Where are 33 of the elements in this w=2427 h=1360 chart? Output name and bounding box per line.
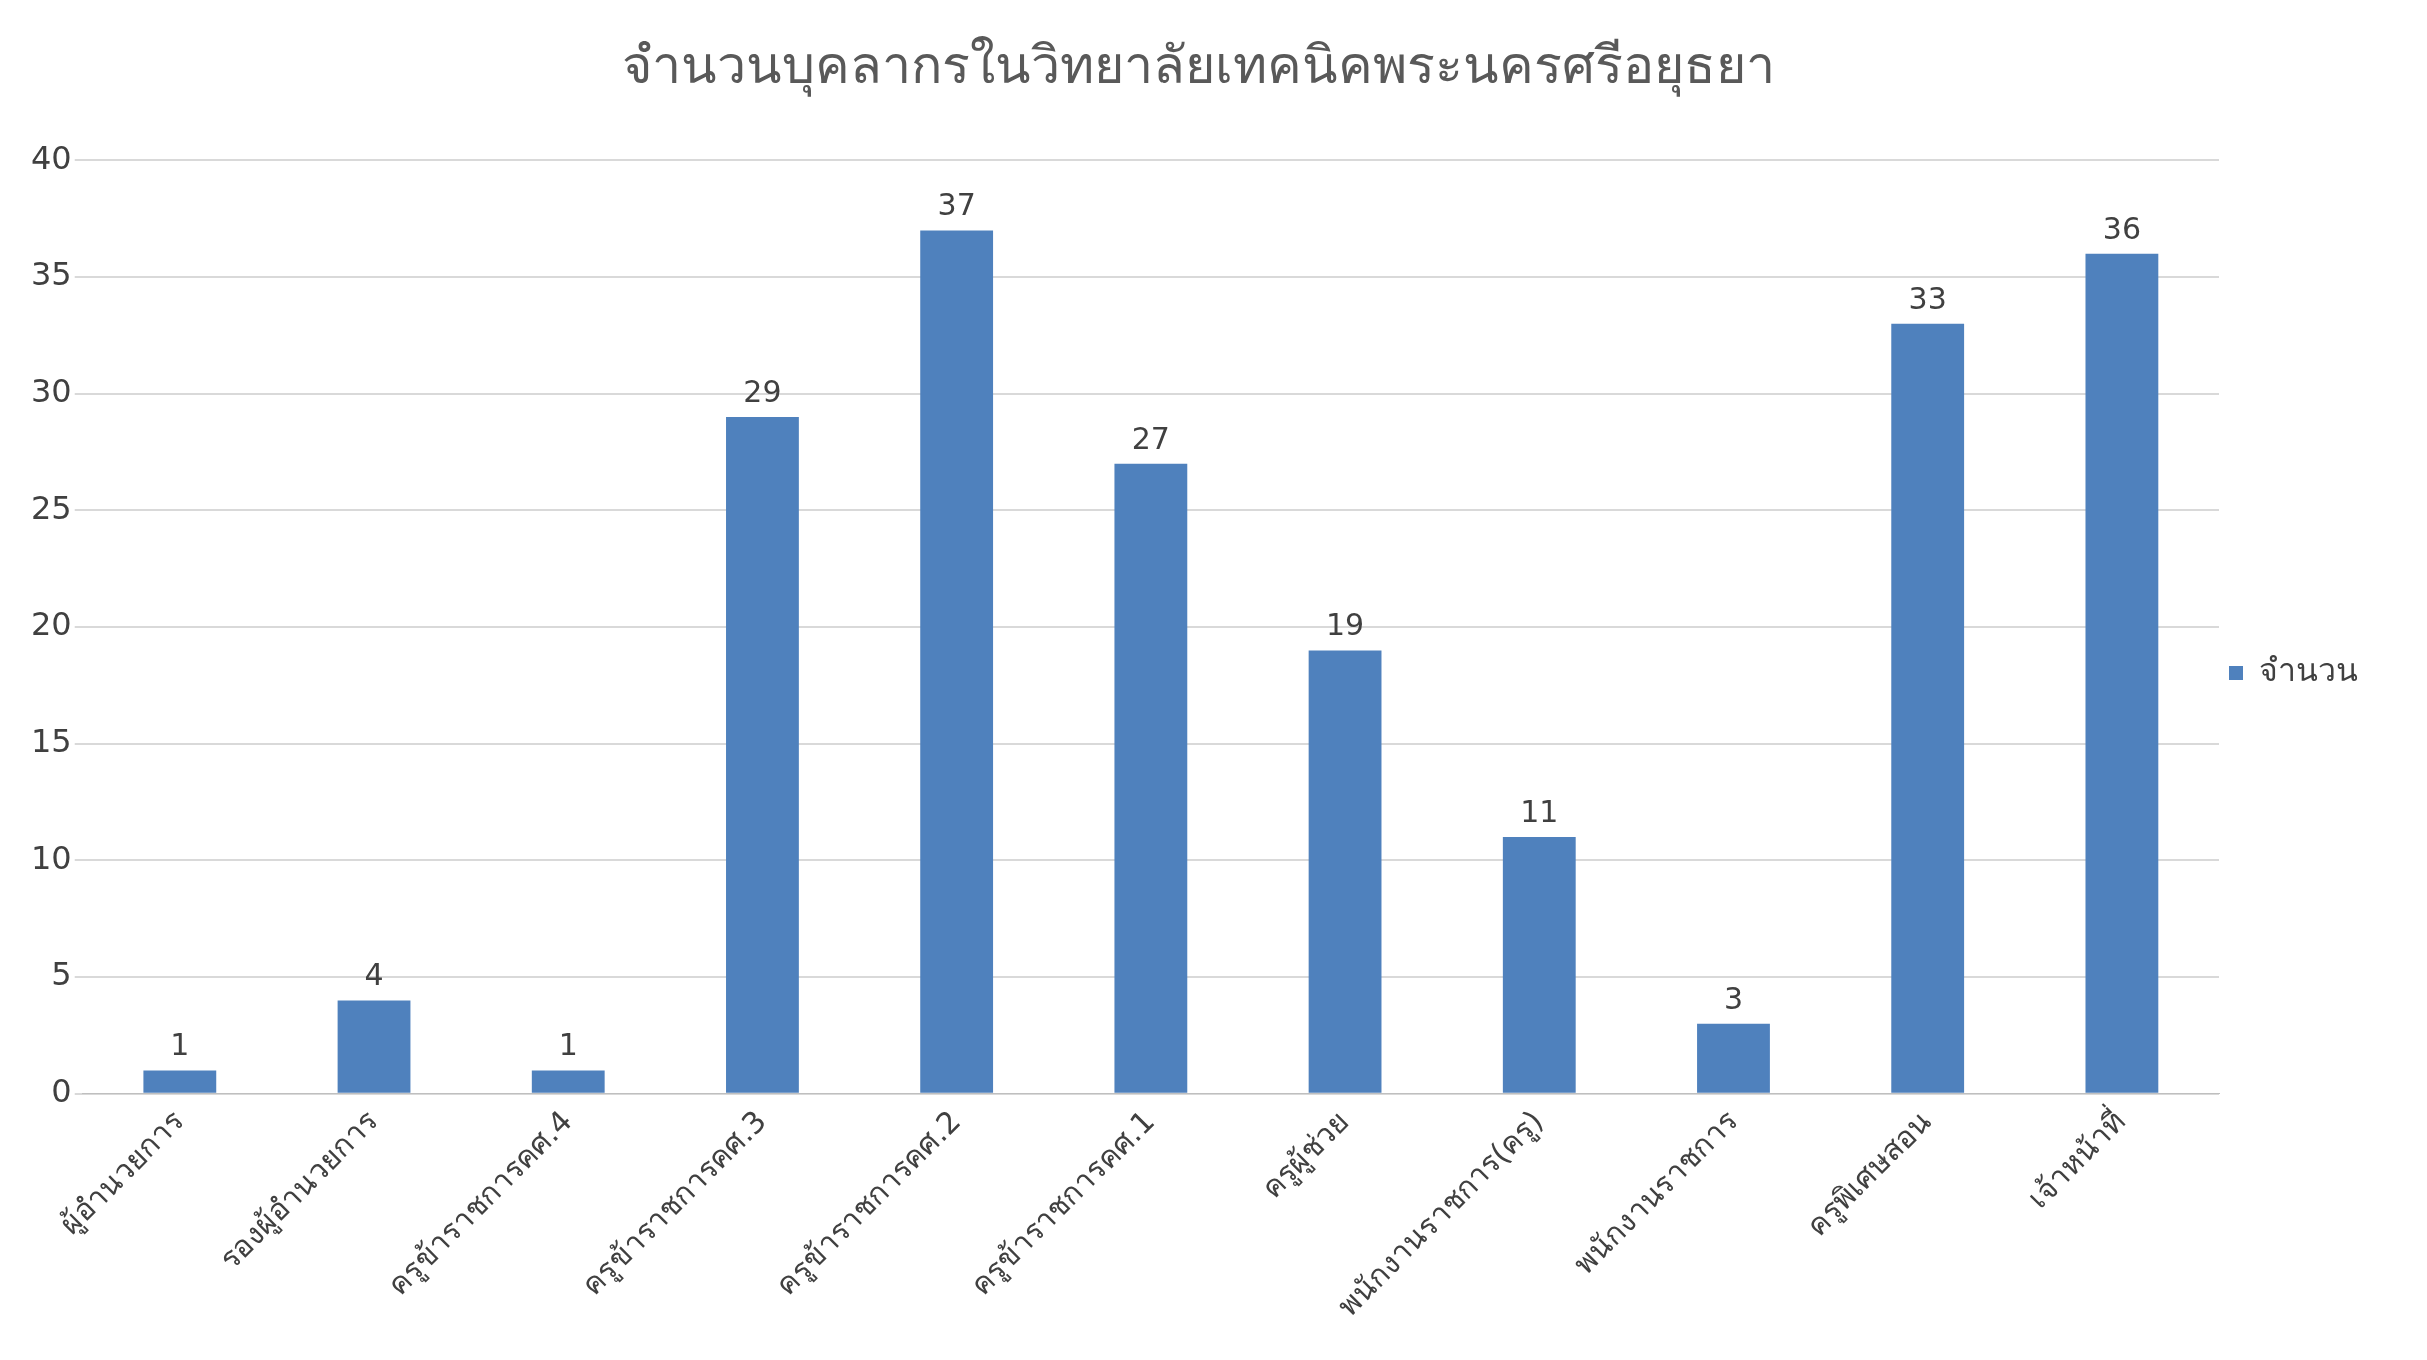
data-label: 11 (1520, 793, 1559, 829)
bar (920, 230, 994, 1093)
data-label: 33 (1908, 280, 1947, 316)
data-label: 4 (364, 957, 384, 993)
bar (1502, 837, 1576, 1093)
y-tick-label: 25 (31, 488, 72, 527)
bar (143, 1070, 217, 1093)
bar (531, 1070, 605, 1093)
y-tick-label: 40 (31, 138, 72, 177)
chart-title: จำนวนบุคลากรในวิทยาลัยเทคนิคพระนครศรีอยุธยา (621, 34, 1775, 97)
data-label: 1 (170, 1027, 190, 1063)
y-tick-label: 5 (51, 955, 72, 994)
y-tick-label: 35 (31, 255, 72, 294)
data-label: 3 (1723, 980, 1744, 1016)
bar (2085, 253, 2159, 1093)
y-tick-label: 20 (31, 605, 72, 644)
data-label: 27 (1131, 420, 1170, 456)
bar (1114, 463, 1188, 1093)
legend-label: จำนวน (2259, 651, 2358, 690)
data-label: 36 (2102, 210, 2141, 246)
bar (337, 1000, 411, 1093)
y-tick-label: 0 (51, 1072, 72, 1111)
y-tick-label: 30 (31, 372, 72, 411)
data-label: 19 (1325, 607, 1365, 643)
bar (1891, 323, 1965, 1093)
data-label: 37 (937, 187, 976, 223)
y-tick-label: 15 (31, 722, 72, 761)
bar (726, 417, 799, 1093)
data-label: 1 (558, 1027, 578, 1063)
bar (1697, 1023, 1770, 1093)
y-tick-label: 10 (31, 838, 72, 877)
data-label: 29 (743, 373, 782, 409)
bar (1308, 650, 1382, 1093)
